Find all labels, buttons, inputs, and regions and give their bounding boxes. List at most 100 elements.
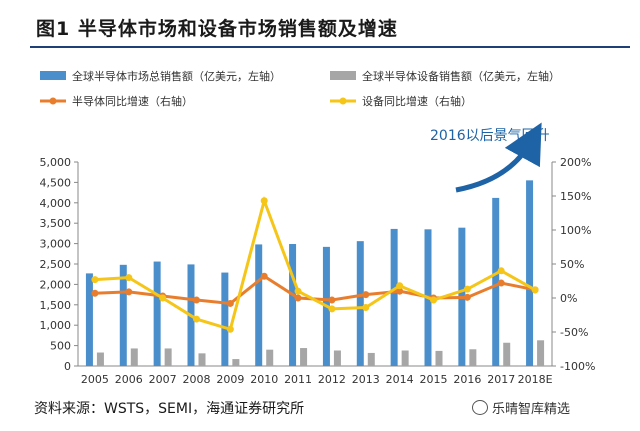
bar-market (390, 228, 398, 366)
y-right-tick-label: 150% (560, 190, 591, 203)
x-tick-label: 2007 (149, 373, 177, 386)
bar-equipment (435, 350, 443, 366)
x-tick-label: 2018E (518, 373, 553, 386)
y-right-tick-label: -50% (560, 326, 588, 339)
y-right-tick-label: -100% (560, 360, 595, 373)
point-equipment-growth (497, 267, 505, 275)
legend-equipment-sales-swatch (330, 71, 356, 80)
y-left-tick-label: 4,000 (40, 197, 72, 210)
point-market-growth (463, 293, 471, 301)
x-tick-label: 2015 (420, 373, 448, 386)
x-tick-label: 2008 (183, 373, 211, 386)
point-equipment-growth (463, 285, 471, 293)
point-equipment-growth (91, 276, 99, 284)
bar-equipment (367, 352, 375, 366)
bar-market (492, 197, 500, 366)
bar-market (255, 244, 263, 366)
title-divider (30, 46, 630, 48)
x-tick-label: 2013 (352, 373, 380, 386)
x-tick-label: 2016 (453, 373, 481, 386)
point-equipment-growth (260, 197, 268, 205)
point-equipment-growth (193, 315, 200, 323)
legend-equipment-growth-marker (339, 97, 347, 105)
legend: 全球半导体市场总销售额（亿美元，左轴） 全球半导体设备销售额（亿美元，左轴） 半导体… (40, 69, 560, 108)
bar-equipment (300, 348, 308, 366)
y-left-tick-label: 4,500 (40, 176, 72, 189)
point-equipment-growth (294, 287, 302, 295)
y-left-tick-label: 2,000 (40, 278, 72, 291)
axes: 0 500 1,000 1,500 2,000 2,500 3,000 3,500 4,000 4… (40, 156, 596, 386)
bar-equipment (96, 352, 104, 366)
legend-market-sales-label: 全球半导体市场总销售额（亿美元，左轴） (72, 69, 281, 83)
y-left-tick-label: 3,000 (40, 238, 72, 251)
bar-market (119, 264, 127, 366)
y-left-tick-label: 5,000 (40, 156, 72, 169)
legend-market-growth-label: 半导体同比增速（右轴） (72, 94, 193, 108)
point-equipment-growth (226, 325, 234, 333)
point-market-growth (193, 296, 200, 304)
x-tick-label: 2017 (487, 373, 515, 386)
legend-market-sales-swatch (40, 71, 66, 80)
bar-equipment (333, 350, 341, 366)
bar-market (289, 244, 297, 366)
x-tick-label: 2005 (81, 373, 109, 386)
lines (91, 195, 539, 333)
bar-market (85, 273, 93, 366)
line-equipment-growth (94, 195, 536, 332)
bar-equipment (232, 359, 240, 366)
point-market-growth (362, 291, 370, 299)
bar-equipment (266, 349, 274, 366)
y-right-tick-label: 0% (560, 292, 577, 305)
x-tick-label: 2012 (318, 373, 346, 386)
bar-market (526, 180, 534, 366)
x-tick-label: 2006 (115, 373, 143, 386)
bar-equipment (198, 353, 206, 366)
point-equipment-growth (396, 282, 404, 290)
point-equipment-growth (159, 294, 167, 302)
point-equipment-growth (531, 286, 539, 294)
point-market-growth (91, 289, 99, 297)
x-tick-label: 2010 (250, 373, 278, 386)
point-equipment-growth (125, 274, 133, 282)
point-market-growth (125, 288, 133, 296)
annotation-text: 2016以后景气回升 (430, 128, 550, 144)
bar-market (153, 261, 161, 366)
bar-equipment (130, 348, 138, 366)
point-market-growth (328, 296, 336, 304)
x-tick-label: 2009 (216, 373, 244, 386)
bars (85, 180, 545, 366)
bar-equipment (503, 342, 511, 366)
bar-market (221, 272, 229, 366)
point-market-growth (260, 272, 268, 280)
point-equipment-growth (328, 305, 336, 313)
bar-equipment (164, 348, 172, 366)
point-market-growth (396, 287, 404, 295)
y-left-tick-label: 3,500 (40, 217, 72, 230)
legend-equipment-sales-label: 全球半导体设备销售额（亿美元，左轴） (362, 69, 560, 83)
y-left-tick-label: 2,500 (40, 258, 72, 271)
bar-equipment (401, 350, 409, 366)
y-right-tick-label: 100% (560, 224, 591, 237)
legend-market-growth-marker (49, 97, 57, 105)
y-right-tick-label: 50% (560, 258, 584, 271)
point-market-growth (226, 299, 234, 307)
x-tick-label: 2014 (386, 373, 414, 386)
point-equipment-growth (362, 304, 370, 312)
point-market-growth (497, 279, 505, 287)
legend-equipment-growth-label: 设备同比增速（右轴） (362, 94, 472, 108)
bar-equipment (469, 349, 477, 366)
y-right-tick-label: 200% (560, 156, 591, 169)
watermark: 乐晴智库精选 (492, 402, 571, 417)
chart-title: 图1 半导体市场和设备市场销售额及增速 (36, 18, 398, 40)
x-tick-label: 2011 (284, 373, 312, 386)
source-note: 资料来源：WSTS，SEMI，海通证券研究所 (34, 401, 305, 417)
bar-market (356, 241, 364, 366)
wechat-icon (472, 400, 488, 415)
y-left-tick-label: 1,000 (40, 319, 72, 332)
bar-equipment (537, 340, 545, 366)
y-left-tick-label: 500 (50, 340, 71, 353)
y-left-tick-label: 1,500 (40, 299, 72, 312)
point-market-growth (294, 294, 302, 302)
upturn-arrow-icon (455, 122, 542, 193)
point-equipment-growth (430, 296, 437, 304)
